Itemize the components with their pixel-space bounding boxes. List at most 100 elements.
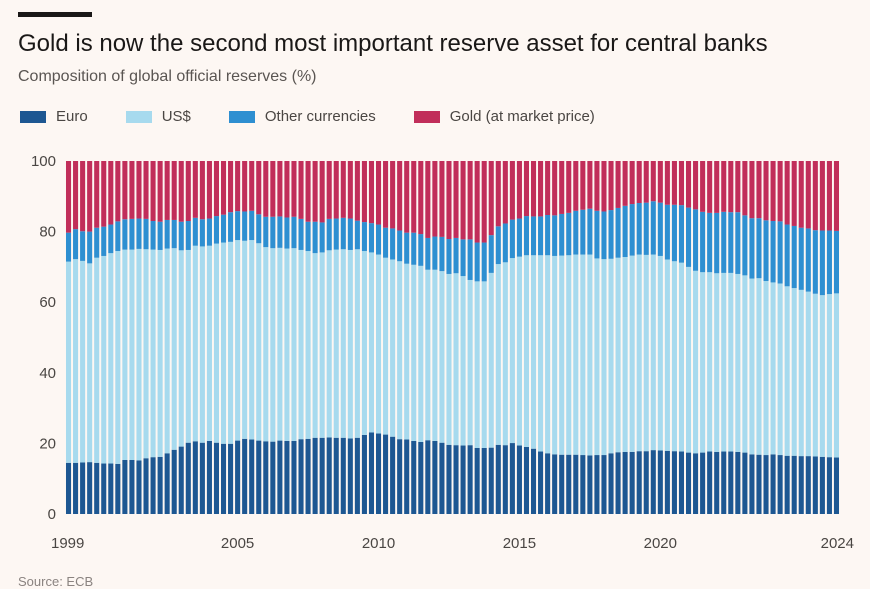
bar-segment-euro-79 <box>622 451 628 514</box>
bar-segment-other-currencies-109 <box>833 230 840 294</box>
bar-segment-other-currencies-106 <box>812 230 818 294</box>
bar-segment-us-30 <box>277 247 283 441</box>
bar-segment-gold-at-market-price-37 <box>326 161 332 219</box>
bar-segment-gold-at-market-price-29 <box>270 161 276 217</box>
bar-segment-euro-11 <box>143 458 149 514</box>
bar-segment-euro-104 <box>798 456 804 514</box>
bar-segment-us-60 <box>488 272 494 448</box>
bar-segment-gold-at-market-price-106 <box>812 161 818 231</box>
bar-segment-us-94 <box>728 272 734 452</box>
bar-segment-euro-43 <box>368 432 375 514</box>
bar-segment-euro-92 <box>714 451 720 514</box>
bar-segment-us-3 <box>87 263 93 463</box>
bar-segment-other-currencies-1 <box>73 229 79 260</box>
bar-segment-other-currencies-12 <box>150 221 156 250</box>
bar-segment-other-currencies-17 <box>185 221 191 250</box>
bar-segment-gold-at-market-price-51 <box>425 161 431 238</box>
bar-segment-gold-at-market-price-36 <box>319 161 325 223</box>
bar-segment-other-currencies-75 <box>594 210 600 259</box>
bar-segment-us-93 <box>721 272 727 452</box>
bar-segment-gold-at-market-price-3 <box>87 161 93 232</box>
bar-segment-euro-58 <box>474 447 480 514</box>
bar-segment-us-39 <box>340 249 346 438</box>
bar-segment-gold-at-market-price-9 <box>129 161 135 219</box>
bar-segment-us-36 <box>319 252 325 438</box>
bar-segment-gold-at-market-price-86 <box>671 161 677 205</box>
bar-segment-euro-16 <box>178 446 184 514</box>
y-tick-label-80: 80 <box>39 224 56 241</box>
bar-segment-other-currencies-9 <box>129 218 135 250</box>
bar-segment-us-5 <box>101 255 107 464</box>
bar-segment-gold-at-market-price-60 <box>488 161 494 236</box>
bar-segment-us-82 <box>643 254 649 452</box>
bar-segment-euro-73 <box>580 455 586 514</box>
legend-swatch-gold <box>413 110 440 123</box>
bar-segment-us-86 <box>671 261 677 452</box>
bar-segment-gold-at-market-price-91 <box>707 161 713 213</box>
bar-segment-us-74 <box>587 254 593 456</box>
bar-segment-gold-at-market-price-59 <box>481 161 487 243</box>
x-tick-label-2024: 2024 <box>821 535 854 552</box>
bar-segment-gold-at-market-price-105 <box>805 161 811 229</box>
y-tick-label-40: 40 <box>39 365 56 382</box>
bar-segment-us-96 <box>742 275 748 453</box>
bar-segment-euro-97 <box>749 454 755 514</box>
bar-segment-other-currencies-25 <box>242 211 248 241</box>
bar-segment-gold-at-market-price-107 <box>819 161 825 231</box>
legend-item-usd: US$ <box>125 108 191 125</box>
bar-segment-us-44 <box>375 254 382 434</box>
bar-segment-other-currencies-61 <box>495 226 501 265</box>
bar-segment-other-currencies-31 <box>284 217 290 249</box>
bar-segment-other-currencies-57 <box>467 239 473 280</box>
legend-item-other: Other currencies <box>228 108 376 125</box>
bar-segment-euro-41 <box>354 437 360 514</box>
bar-segment-us-81 <box>636 254 642 452</box>
bar-segment-euro-57 <box>467 445 473 514</box>
bar-segment-us-78 <box>615 257 621 453</box>
x-tick-label-2010: 2010 <box>362 535 395 552</box>
bar-segment-other-currencies-7 <box>115 221 121 252</box>
bar-segment-euro-25 <box>242 438 248 514</box>
bar-segment-gold-at-market-price-92 <box>714 161 720 213</box>
bar-segment-gold-at-market-price-55 <box>453 161 459 238</box>
bar-segment-euro-59 <box>481 447 487 514</box>
bar-segment-us-76 <box>601 259 607 456</box>
chart-subtitle: Composition of global official reserves … <box>18 68 317 85</box>
bar-segment-gold-at-market-price-0 <box>65 161 72 233</box>
bar-segment-us-12 <box>150 249 156 458</box>
bar-segment-us-73 <box>580 254 586 456</box>
bar-segment-us-20 <box>206 245 212 441</box>
bar-segment-euro-29 <box>270 441 276 514</box>
bar-segment-gold-at-market-price-19 <box>199 161 205 220</box>
bar-segment-us-59 <box>481 281 487 448</box>
bar-segment-other-currencies-66 <box>530 216 537 256</box>
bar-segment-other-currencies-39 <box>340 217 346 250</box>
bar-segment-gold-at-market-price-104 <box>798 161 804 228</box>
bar-segment-gold-at-market-price-72 <box>573 161 579 211</box>
bar-segment-other-currencies-104 <box>798 227 804 290</box>
bar-segment-gold-at-market-price-12 <box>150 161 156 222</box>
bar-segment-other-currencies-76 <box>601 211 607 260</box>
bar-segment-gold-at-market-price-102 <box>784 161 790 225</box>
bar-segment-euro-15 <box>171 449 177 514</box>
bar-segment-euro-6 <box>108 463 114 514</box>
bar-segment-other-currencies-85 <box>664 204 670 260</box>
bar-segment-us-56 <box>460 276 466 446</box>
bar-segment-us-80 <box>629 255 635 452</box>
bar-segment-us-31 <box>284 248 290 441</box>
bar-segment-other-currencies-54 <box>446 239 452 274</box>
bar-segment-euro-69 <box>552 454 558 514</box>
bar-segment-us-13 <box>157 249 163 457</box>
bar-segment-gold-at-market-price-49 <box>411 161 417 233</box>
bar-segment-other-currencies-53 <box>439 236 445 272</box>
bar-segment-euro-62 <box>502 445 508 514</box>
chart-title: Gold is now the second most important re… <box>18 30 768 57</box>
bar-segment-other-currencies-35 <box>312 221 318 254</box>
bar-segment-other-currencies-0 <box>65 232 72 262</box>
bar-segment-other-currencies-6 <box>108 224 114 254</box>
y-tick-label-100: 100 <box>31 153 56 170</box>
bar-segment-euro-48 <box>404 439 410 514</box>
bar-segment-other-currencies-63 <box>509 219 515 259</box>
bar-segment-us-79 <box>622 257 628 452</box>
bar-segment-other-currencies-107 <box>819 230 825 296</box>
